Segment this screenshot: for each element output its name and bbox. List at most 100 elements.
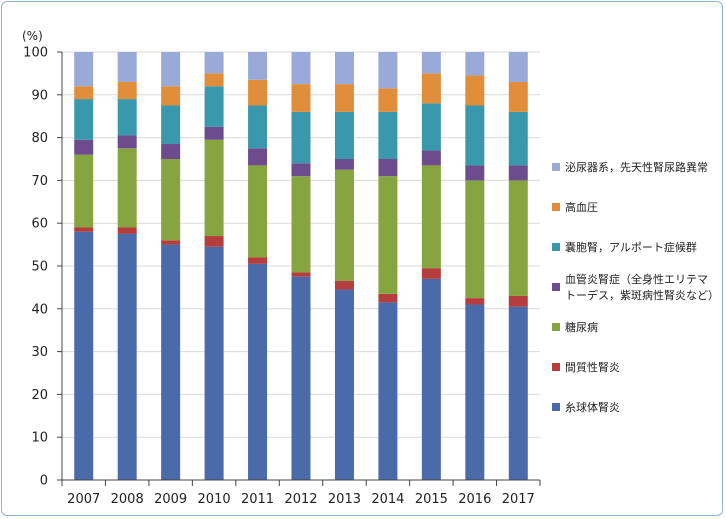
bar-segment <box>291 176 311 273</box>
bar-segment <box>508 306 528 480</box>
bar-segment <box>378 176 398 294</box>
y-tick-label: 80 <box>31 131 48 146</box>
bar-segment <box>378 159 398 177</box>
bar-segment <box>291 52 311 85</box>
bar-segment <box>378 88 398 112</box>
bar-segment <box>378 302 398 480</box>
bar-segment <box>334 289 354 480</box>
legend-label: 間質性腎炎 <box>565 360 620 374</box>
y-tick-label: 40 <box>31 302 48 317</box>
bar-segment <box>74 52 94 87</box>
bar-segment <box>204 126 224 140</box>
y-tick-label: 60 <box>31 217 48 232</box>
bar-segment <box>161 52 181 87</box>
y-tick-label: 50 <box>31 260 48 275</box>
x-tick-label: 2009 <box>154 492 187 507</box>
bar-segment <box>508 81 528 112</box>
bar-segment <box>161 144 181 159</box>
bar-segment <box>248 52 268 80</box>
y-tick-label: 30 <box>31 345 48 360</box>
bar-segment <box>465 52 485 76</box>
y-tick-label: 90 <box>31 88 48 103</box>
bar-segment <box>117 227 137 234</box>
bar-segment <box>291 272 311 277</box>
bar-segment <box>465 304 485 480</box>
x-tick-label: 2016 <box>458 492 491 507</box>
bar-segment <box>74 86 94 100</box>
bar-segment <box>117 233 137 480</box>
bar-stack-2015 <box>421 52 441 480</box>
bar-stack-2007 <box>74 52 94 480</box>
x-tick-labels: 2007 2008 2009 2010 2011 2012 2013 2014 2015 2016… <box>67 492 535 507</box>
legend-label: 泌尿器系，先天性腎尿路異常 <box>565 160 708 174</box>
x-tick-label: 2008 <box>111 492 144 507</box>
legend-item: 泌尿器系，先天性腎尿路異常 <box>552 160 708 174</box>
bar-stack-2008 <box>117 52 137 480</box>
bar-segment <box>117 135 137 149</box>
bar-stack-2013 <box>334 52 354 480</box>
bar-segment <box>508 180 528 296</box>
legend-item: 糖尿病 <box>552 320 598 334</box>
bar-segment <box>378 293 398 303</box>
y-axis-unit: (%) <box>22 29 43 43</box>
bar-segment <box>204 236 224 247</box>
bar-stacks <box>74 52 528 480</box>
bar-segment <box>421 165 441 269</box>
bar-stack-2017 <box>508 52 528 480</box>
bar-segment <box>334 159 354 170</box>
legend-swatch <box>552 403 560 411</box>
bar-segment <box>378 52 398 89</box>
bar-segment <box>421 150 441 166</box>
bar-stack-2012 <box>291 52 311 480</box>
x-tick-label: 2013 <box>328 492 361 507</box>
legend-label: トーデス，紫斑病性腎炎など） <box>565 288 719 302</box>
legend-label: 糸球体腎炎 <box>565 400 620 414</box>
x-tick-label: 2012 <box>284 492 317 507</box>
x-tick-label: 2010 <box>198 492 231 507</box>
x-tick-label: 2014 <box>371 492 404 507</box>
bar-segment <box>161 86 181 106</box>
bar-segment <box>161 105 181 145</box>
bar-stack-2016 <box>465 52 485 480</box>
bar-segment <box>465 180 485 299</box>
bar-segment <box>421 268 441 279</box>
legend-label: 血管炎腎症（全身性エリテマ <box>565 272 708 286</box>
legend-item: 糸球体腎炎 <box>552 400 620 414</box>
legend-item: 高血圧 <box>552 200 598 214</box>
bar-segment <box>204 73 224 87</box>
x-tick-label: 2015 <box>415 492 448 507</box>
bar-stack-2014 <box>378 52 398 480</box>
bar-segment <box>248 79 268 106</box>
y-tick-label: 100 <box>23 46 48 61</box>
axes <box>57 51 541 486</box>
legend-item: 嚢胞腎，アルポート症候群 <box>552 240 697 254</box>
bar-segment <box>291 111 311 164</box>
bar-segment <box>74 139 94 155</box>
legend-label: 高血圧 <box>565 200 598 214</box>
bar-stack-2009 <box>161 52 181 480</box>
bar-segment <box>74 231 94 480</box>
bar-segment <box>204 139 224 237</box>
bar-segment <box>161 244 181 480</box>
bar-segment <box>291 163 311 177</box>
bar-segment <box>334 84 354 112</box>
bar-segment <box>74 99 94 140</box>
legend-swatch <box>552 163 560 171</box>
legend: 泌尿器系，先天性腎尿路異常高血圧嚢胞腎，アルポート症候群血管炎腎症（全身性エリテ… <box>552 160 719 414</box>
bar-stack-2011 <box>248 52 268 480</box>
bar-segment <box>508 52 528 82</box>
bar-segment <box>204 52 224 74</box>
bar-segment <box>421 278 441 480</box>
bar-segment <box>248 148 268 166</box>
bar-segment <box>508 111 528 166</box>
y-tick-label: 20 <box>31 388 48 403</box>
bar-segment <box>117 81 137 100</box>
x-tick-label: 2017 <box>502 492 535 507</box>
x-tick-label: 2007 <box>67 492 100 507</box>
bar-segment <box>248 257 268 264</box>
legend-swatch <box>552 363 560 371</box>
bar-segment <box>334 280 354 290</box>
bar-segment <box>248 105 268 149</box>
